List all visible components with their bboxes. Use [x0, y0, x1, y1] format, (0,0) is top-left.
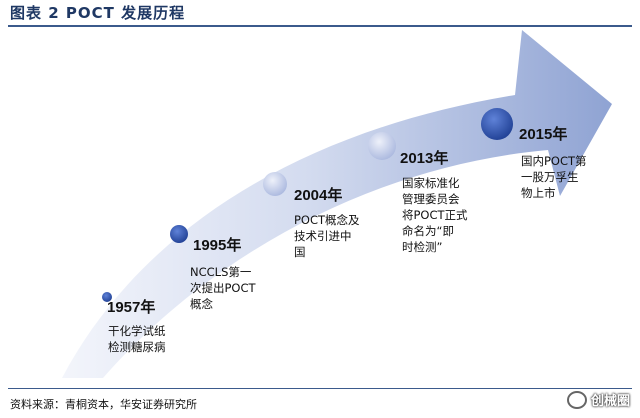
milestone-year-1957: 1957年 [107, 299, 156, 316]
milestone-year-2004: 2004年 [294, 187, 343, 204]
milestone-dot-1995 [170, 225, 188, 243]
source-divider [8, 388, 632, 389]
milestone-dot-1957 [102, 292, 112, 302]
milestone-dot-2004 [263, 172, 287, 196]
milestone-year-1995: 1995年 [193, 237, 242, 254]
milestone-dot-2015 [481, 108, 513, 140]
source-note: 资料来源：青桐资本，华安证券研究所 [10, 398, 197, 411]
figure-title: 图表 2 POCT 发展历程 [10, 4, 186, 22]
watermark-text: 创械圈 [590, 394, 630, 409]
watermark: 创械圈 [566, 390, 630, 409]
milestone-desc-1995: NCCLS第一 次提出POCT 概念 [190, 265, 256, 311]
milestone-year-2013: 2013年 [400, 150, 449, 167]
title-divider [8, 25, 632, 27]
chat-bubble-icon [566, 390, 587, 409]
milestone-desc-2015: 国内POCT第 一股万孚生 物上市 [521, 154, 587, 200]
milestone-dot-2013 [368, 132, 396, 160]
milestone-year-2015: 2015年 [519, 126, 568, 143]
milestone-desc-2013: 国家标准化 管理委员会 将POCT正式 命名为“即 时检测” [402, 176, 468, 254]
arrow-shape [62, 30, 612, 378]
milestone-desc-1957: 干化学试纸 检测糖尿病 [108, 324, 166, 354]
milestone-desc-2004: POCT概念及 技术引进中 国 [294, 213, 360, 259]
